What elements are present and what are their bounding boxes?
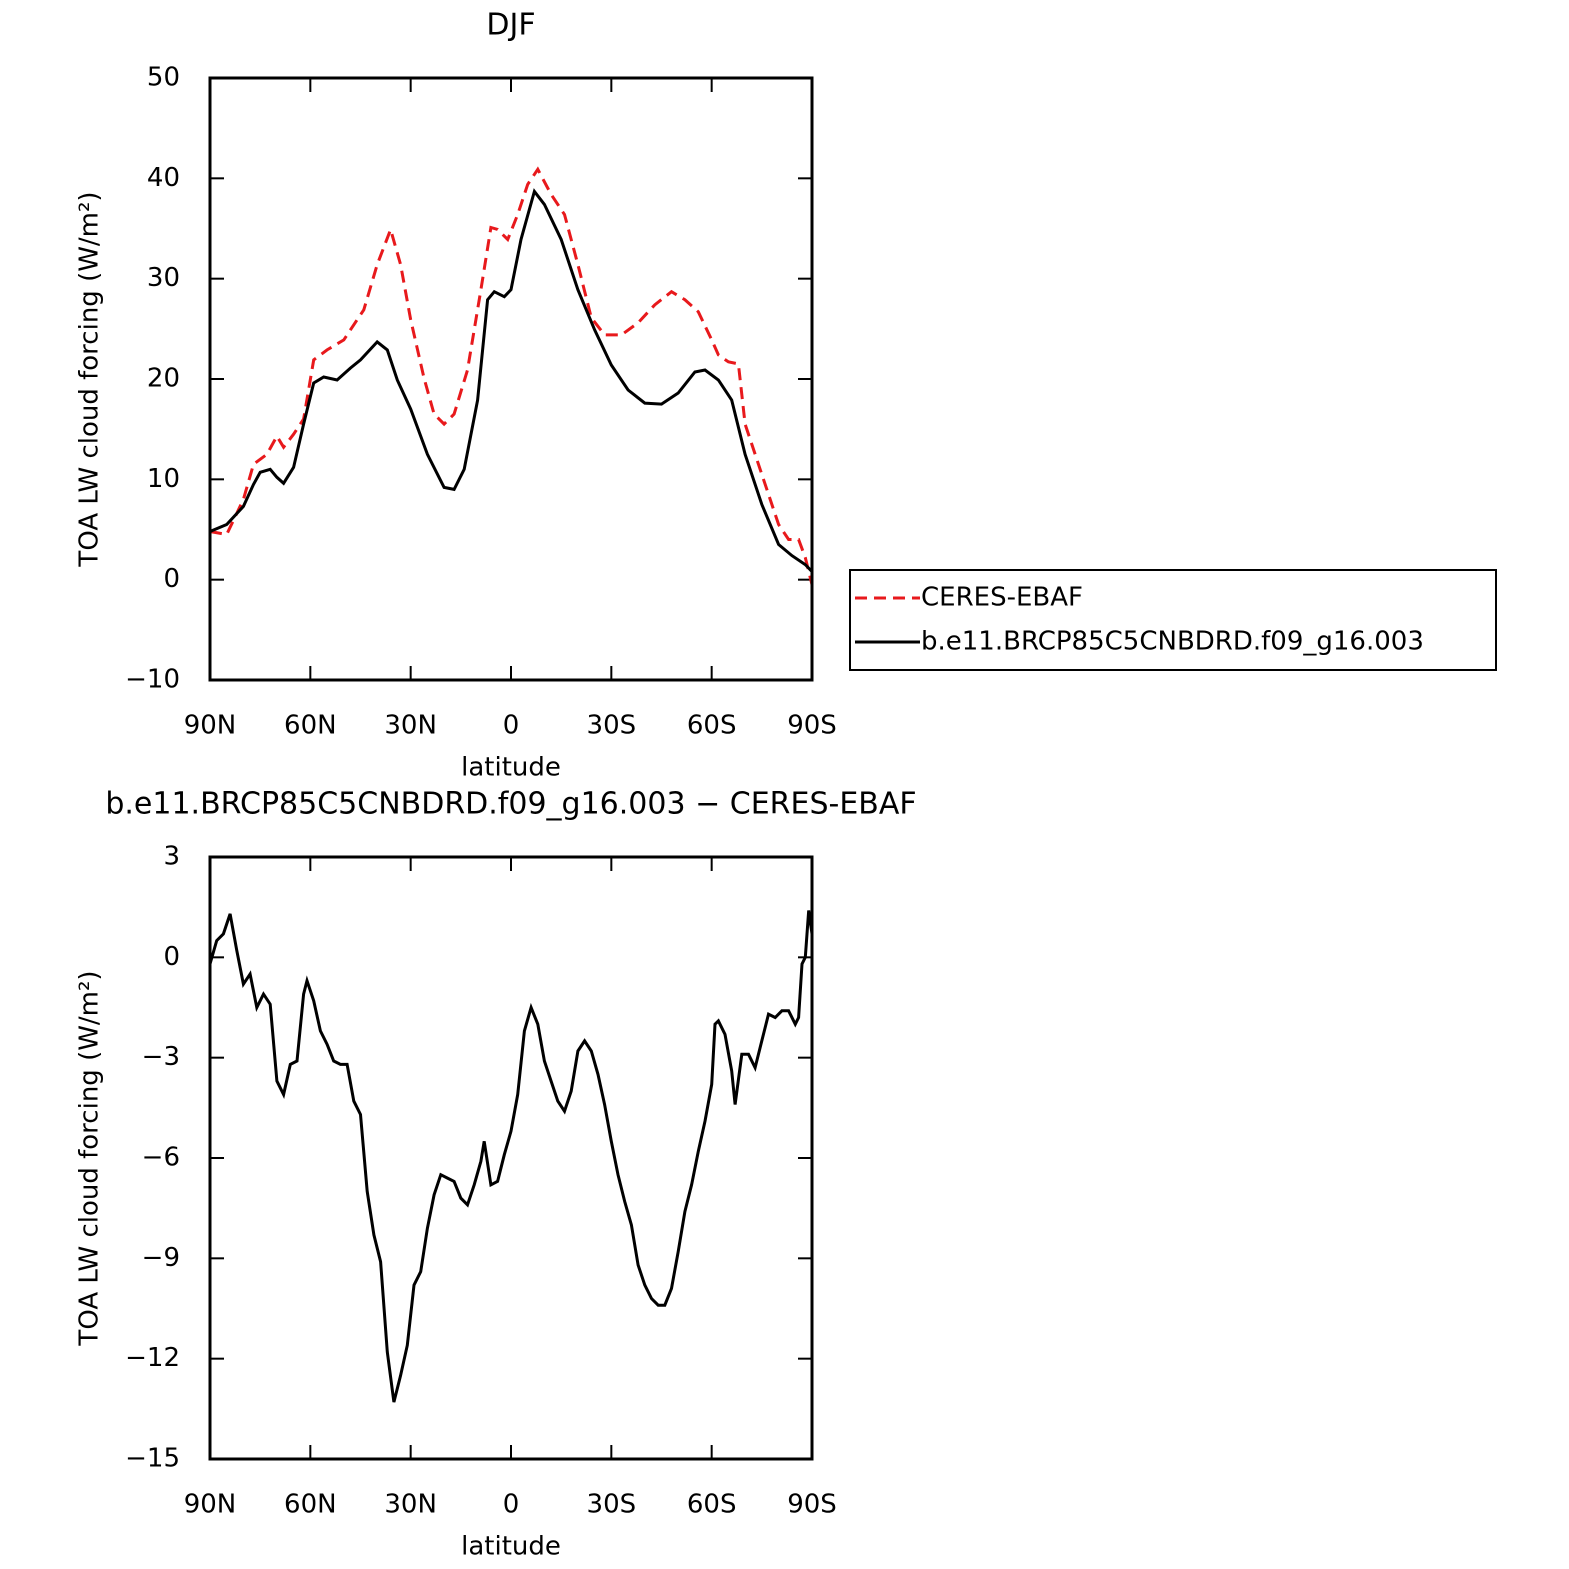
x-tick-label: 60N [284,1490,337,1520]
y-tick-label: 0 [163,564,180,594]
y-tick-label: −9 [142,1243,180,1273]
x-tick-label: 30S [587,711,637,741]
y-tick-label: 0 [163,942,180,972]
y-axis-label: TOA LW cloud forcing (W/m²) [75,191,105,567]
x-tick-label: 90N [184,711,237,741]
x-tick-label: 60S [687,711,737,741]
legend-label: CERES-EBAF [921,583,1083,613]
x-tick-label: 90S [787,711,837,741]
chart-title: b.e11.BRCP85C5CNBDRD.f09_g16.003 − CERES… [105,787,916,822]
y-tick-label: −10 [125,665,180,695]
x-tick-label: 30N [384,1490,437,1520]
y-tick-label: −3 [142,1042,180,1072]
y-tick-label: −6 [142,1143,180,1173]
y-tick-label: 10 [147,464,180,494]
x-tick-label: 90N [184,1490,237,1520]
y-tick-label: −15 [125,1444,180,1474]
legend-label: b.e11.BRCP85C5CNBDRD.f09_g16.003 [921,627,1424,657]
x-tick-label: 0 [503,711,520,741]
x-axis-label: latitude [461,1532,561,1562]
y-tick-label: 40 [147,163,180,193]
x-tick-label: 60N [284,711,337,741]
y-axis-label: TOA LW cloud forcing (W/m²) [75,970,105,1346]
y-tick-label: 3 [163,842,180,872]
x-tick-label: 30S [587,1490,637,1520]
y-tick-label: 30 [147,263,180,293]
data-line [208,910,814,1403]
x-axis-label: latitude [461,753,561,783]
data-line [209,166,814,586]
x-tick-label: 90S [787,1490,837,1520]
legend-box [849,569,1497,671]
x-tick-label: 0 [503,1490,520,1520]
y-tick-label: −12 [125,1343,180,1373]
x-tick-label: 30N [384,711,437,741]
data-line [209,188,814,573]
plot-frame [208,855,814,1461]
y-tick-label: 50 [147,63,180,93]
x-tick-label: 60S [687,1490,737,1520]
plot-frame [208,76,814,682]
chart-title: DJF [486,8,535,43]
y-tick-label: 20 [147,364,180,394]
